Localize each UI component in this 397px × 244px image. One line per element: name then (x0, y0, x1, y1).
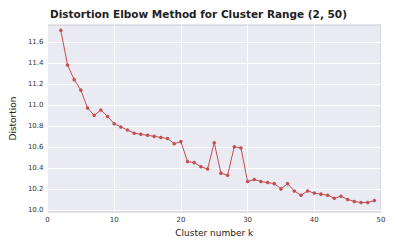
svg-text:10.0: 10.0 (28, 206, 44, 214)
svg-text:Distortion Elbow Method for Cl: Distortion Elbow Method for Cluster Rang… (50, 8, 347, 20)
svg-text:11.6: 11.6 (28, 38, 44, 46)
svg-text:10: 10 (110, 216, 119, 224)
svg-text:50: 50 (377, 216, 386, 224)
svg-text:10.8: 10.8 (28, 122, 44, 130)
svg-text:0: 0 (45, 216, 49, 224)
svg-text:30: 30 (243, 216, 252, 224)
svg-text:10.4: 10.4 (28, 164, 44, 172)
svg-text:11.2: 11.2 (28, 80, 44, 88)
svg-text:Cluster number k: Cluster number k (175, 228, 254, 238)
svg-text:20: 20 (176, 216, 185, 224)
svg-text:10.6: 10.6 (28, 143, 44, 151)
svg-text:11.4: 11.4 (28, 59, 44, 67)
svg-text:Distortion: Distortion (8, 96, 18, 140)
svg-text:40: 40 (310, 216, 319, 224)
svg-text:10.2: 10.2 (28, 185, 44, 193)
svg-text:11.0: 11.0 (28, 101, 44, 109)
